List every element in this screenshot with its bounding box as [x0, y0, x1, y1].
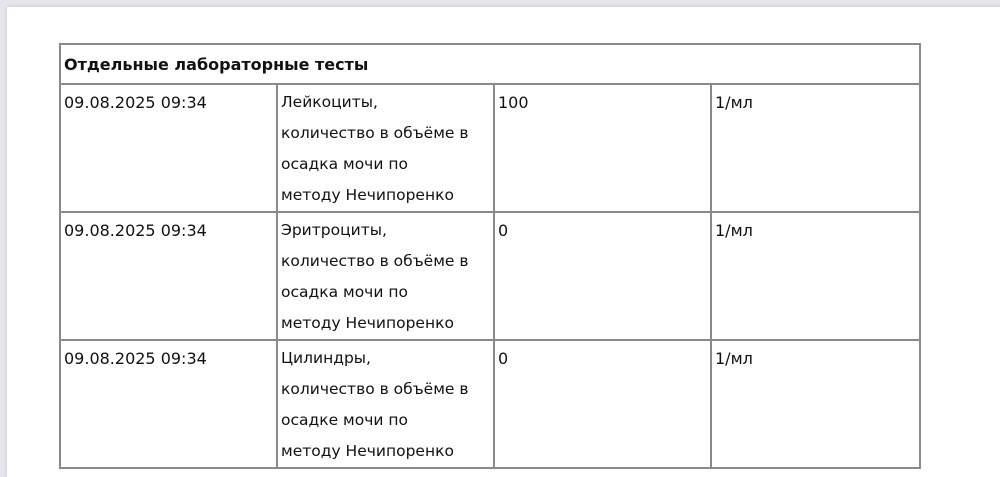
table-header-row: Отдельные лабораторные тесты [59, 43, 921, 85]
value-cell: 0 [493, 339, 712, 469]
test-name-line: количество в объёме в [281, 124, 469, 142]
test-name-line: осадка мочи по [281, 283, 408, 301]
test-name-line: методу Нечипоренко [281, 314, 454, 332]
table-row: 09.08.2025 09:34 Эритроциты, количество … [59, 211, 921, 341]
unit-cell: 1/мл [710, 83, 921, 213]
unit-cell: 1/мл [710, 339, 921, 469]
document-page: Отдельные лабораторные тесты 09.08.2025 … [7, 7, 1000, 477]
test-name-cell: Лейкоциты, количество в объёме в осадка … [276, 83, 495, 213]
table-row: 09.08.2025 09:34 Цилиндры, количество в … [59, 339, 921, 469]
value-cell: 0 [493, 211, 712, 341]
datetime-cell: 09.08.2025 09:34 [59, 339, 278, 469]
test-name-line: Эритроциты, [281, 221, 387, 239]
test-name-line: количество в объёме в [281, 252, 469, 270]
test-name-cell: Цилиндры, количество в объёме в осадке м… [276, 339, 495, 469]
test-name-line: методу Нечипоренко [281, 186, 454, 204]
unit-cell: 1/мл [710, 211, 921, 341]
test-name-line: методу Нечипоренко [281, 442, 454, 460]
test-name-line: количество в объёме в [281, 380, 469, 398]
test-name-cell: Эритроциты, количество в объёме в осадка… [276, 211, 495, 341]
test-name-line: осадка мочи по [281, 155, 408, 173]
datetime-cell: 09.08.2025 09:34 [59, 83, 278, 213]
datetime-cell: 09.08.2025 09:34 [59, 211, 278, 341]
lab-tests-table: Отдельные лабораторные тесты 09.08.2025 … [59, 43, 921, 469]
value-cell: 100 [493, 83, 712, 213]
section-title: Отдельные лабораторные тесты [59, 43, 921, 85]
test-name-line: Цилиндры, [281, 349, 371, 367]
test-name-line: Лейкоциты, [281, 93, 378, 111]
test-name-line: осадке мочи по [281, 411, 408, 429]
table-row: 09.08.2025 09:34 Лейкоциты, количество в… [59, 83, 921, 213]
